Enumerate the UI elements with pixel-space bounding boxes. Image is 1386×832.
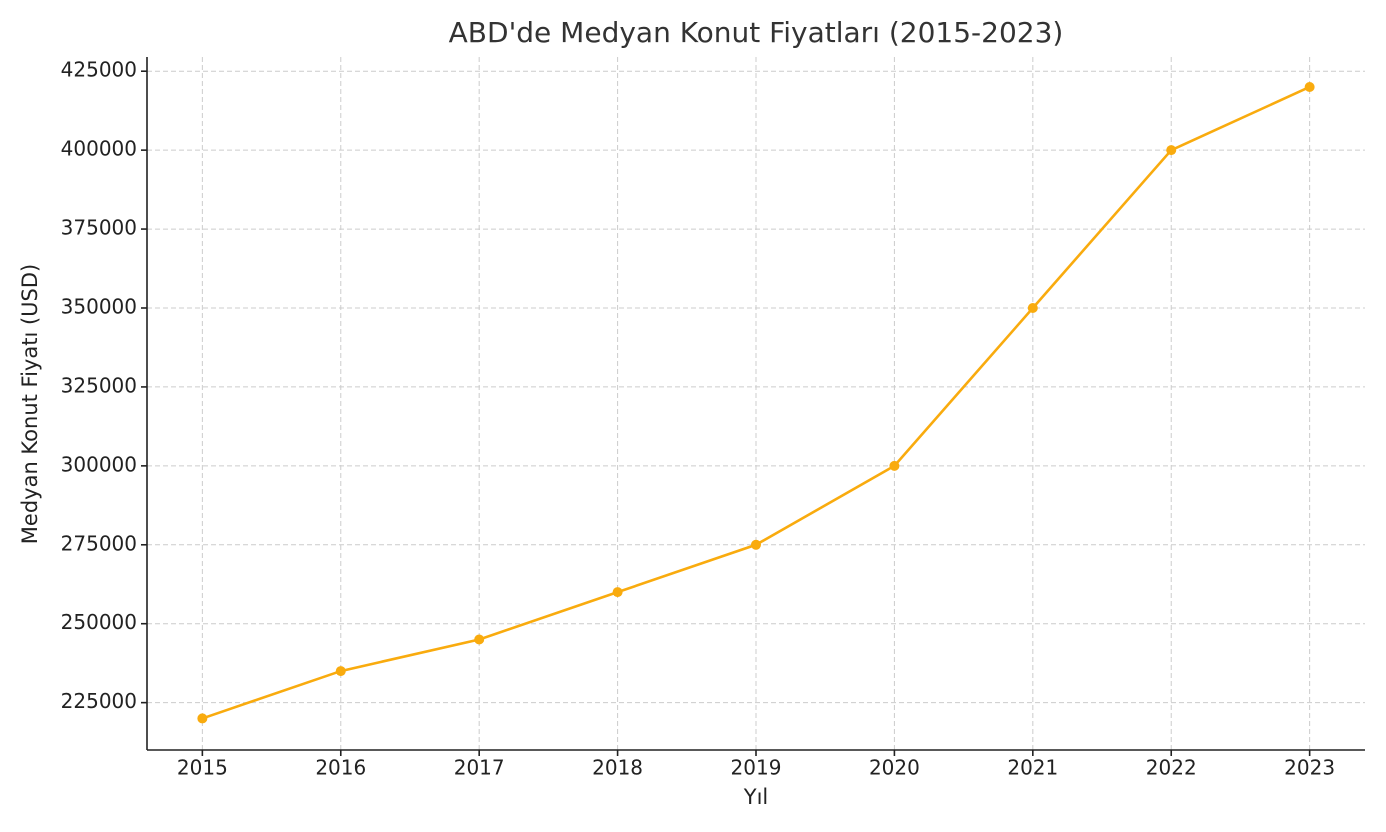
y-tick-label: 275000 [61, 531, 137, 555]
point [335, 666, 346, 677]
y-tick-label: 375000 [61, 216, 137, 240]
point [197, 713, 208, 724]
y-tick-label: 300000 [61, 452, 137, 476]
point [612, 587, 623, 598]
y-tick-label: 325000 [61, 373, 137, 397]
x-tick-label: 2018 [592, 756, 643, 780]
point [1304, 81, 1315, 92]
y-tick-label: 225000 [61, 689, 137, 713]
point [1027, 302, 1038, 313]
y-tick-label: 250000 [61, 610, 137, 634]
x-axis-label: Yıl [743, 785, 769, 809]
point [751, 539, 761, 550]
x-tick-label: 2016 [315, 756, 366, 780]
x-tick-label: 2015 [177, 756, 228, 780]
x-tick-label: 2017 [454, 756, 505, 780]
y-tick-label: 400000 [61, 137, 137, 161]
x-tick-label: 2023 [1284, 756, 1335, 780]
y-tick-label: 350000 [61, 294, 137, 318]
y-axis-label: Medyan Konut Fiyatı (USD) [18, 264, 42, 544]
x-tick-label: 2019 [731, 756, 782, 780]
x-tick-label: 2021 [1007, 756, 1058, 780]
point [474, 634, 485, 645]
point [1166, 145, 1177, 156]
y-tick-label: 425000 [61, 58, 137, 82]
chart-title: ABD'de Medyan Konut Fiyatları (2015-2023… [449, 16, 1064, 49]
point [889, 460, 900, 471]
x-tick-label: 2020 [869, 756, 920, 780]
x-tick-label: 2022 [1146, 756, 1197, 780]
